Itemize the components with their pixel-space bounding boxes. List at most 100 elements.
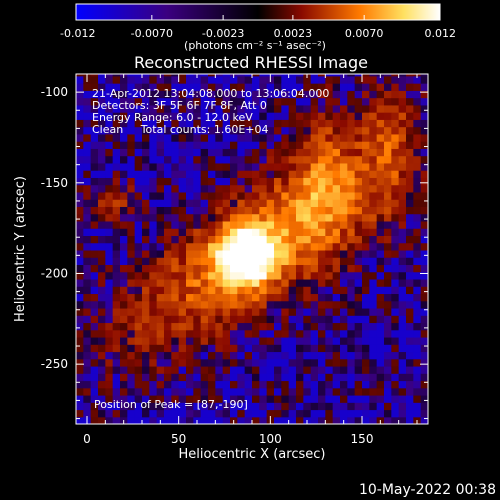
heatmap-cell [149, 148, 158, 157]
heatmap-cell [230, 271, 238, 280]
heatmap-cell [120, 191, 128, 200]
heatmap-cell [76, 184, 84, 193]
heatmap-cell [90, 271, 99, 280]
heatmap-cell [376, 220, 385, 229]
heatmap-cell [178, 271, 187, 280]
heatmap-cell [413, 322, 422, 331]
heatmap-cell [208, 228, 216, 236]
heatmap-cell [384, 351, 392, 360]
heatmap-cell [237, 257, 246, 266]
heatmap-cell [347, 83, 356, 91]
heatmap-cell [376, 90, 385, 99]
heatmap-cell [406, 126, 414, 135]
heatmap-cell [303, 322, 312, 331]
heatmap-cell [222, 206, 231, 215]
heatmap-cell [230, 264, 238, 273]
heatmap-cell [318, 184, 326, 193]
heatmap-cell [347, 380, 356, 389]
heatmap-cell [83, 104, 92, 113]
heatmap-cell [310, 351, 319, 360]
heatmap-cell [164, 300, 172, 309]
heatmap-cell [347, 75, 356, 84]
heatmap-cell [303, 336, 312, 345]
heatmap-cell [332, 271, 341, 280]
axis-ticks: 0 50 100 150-100-150-200-250 [41, 73, 428, 446]
heatmap-cell [420, 155, 428, 164]
heatmap-cell [215, 315, 224, 324]
heatmap-cell [384, 170, 392, 178]
heatmap-cell [296, 177, 304, 186]
heatmap-cell [208, 307, 216, 316]
heatmap-cell [230, 119, 238, 128]
heatmap-cell [222, 133, 231, 142]
heatmap-cell [105, 235, 114, 244]
heatmap-cell [340, 394, 348, 403]
heatmap-cell [120, 90, 128, 99]
heatmap-cell [369, 75, 378, 84]
heatmap-cell [406, 329, 414, 338]
heatmap-cell [90, 300, 99, 309]
heatmap-cell [237, 380, 246, 389]
heatmap-cell [178, 307, 187, 316]
heatmap-cell [98, 336, 106, 345]
heatmap-cell [178, 162, 187, 171]
heatmap-cell [215, 286, 224, 295]
heatmap-cell [420, 409, 428, 418]
chart-title: Reconstructed RHESSI Image [134, 53, 368, 72]
heatmap-cell [413, 126, 422, 135]
heatmap-cell [90, 97, 99, 106]
heatmap-cell [296, 329, 304, 338]
heatmap-cell [230, 257, 238, 266]
heatmap-cell [259, 394, 268, 403]
heatmap-cell [244, 206, 253, 215]
heatmap-cell [200, 380, 209, 389]
heatmap-cell [406, 83, 414, 91]
heatmap-cell [105, 286, 114, 295]
heatmap-cell [76, 307, 84, 316]
heatmap-cell [288, 74, 297, 77]
heatmap-cell [413, 148, 422, 157]
heatmap-cell [127, 235, 136, 244]
heatmap-cell [120, 242, 128, 251]
heatmap-cell [127, 293, 136, 302]
heatmap-cell [406, 206, 414, 215]
heatmap-cell [252, 112, 260, 120]
heatmap-cell [274, 351, 282, 360]
heatmap-cell [266, 177, 275, 186]
heatmap-cell [391, 271, 400, 280]
heatmap-cell [354, 387, 363, 396]
heatmap-cell [149, 170, 158, 178]
heatmap-cell [76, 199, 84, 207]
heatmap-cell [340, 336, 348, 345]
heatmap-cell [112, 141, 121, 149]
heatmap-cell [288, 242, 297, 251]
heatmap-cell [112, 271, 121, 280]
heatmap-cell [171, 112, 180, 120]
heatmap-cell [369, 206, 378, 215]
footer-date: 10-May-2022 00:38 [358, 482, 496, 498]
x-tick-label: 150 [351, 432, 374, 446]
heatmap-cell [391, 104, 400, 113]
heatmap-cell [420, 257, 428, 266]
heatmap-cell [178, 242, 187, 251]
heatmap-cell [384, 358, 392, 367]
heatmap-cell [149, 315, 158, 324]
heatmap-cell [171, 249, 180, 258]
colorbar-tick-label: -0.0070 [131, 27, 173, 40]
heatmap-cell [288, 264, 297, 273]
heatmap-cell [237, 104, 246, 113]
heatmap-cell [222, 249, 231, 258]
heatmap-cell [142, 271, 150, 280]
heatmap-cell [244, 97, 253, 106]
heatmap-cell [252, 271, 260, 280]
heatmap-cell [310, 315, 319, 324]
heatmap-cell [362, 97, 370, 106]
y-axis-label: Heliocentric Y (arcsec) [13, 176, 28, 322]
heatmap-cell [325, 104, 334, 113]
heatmap-cell [127, 322, 136, 331]
heatmap-cell [230, 184, 238, 193]
heatmap-cell [362, 365, 370, 374]
heatmap-cell [112, 264, 121, 273]
heatmap-cell [310, 293, 319, 302]
heatmap-cell [164, 257, 172, 266]
